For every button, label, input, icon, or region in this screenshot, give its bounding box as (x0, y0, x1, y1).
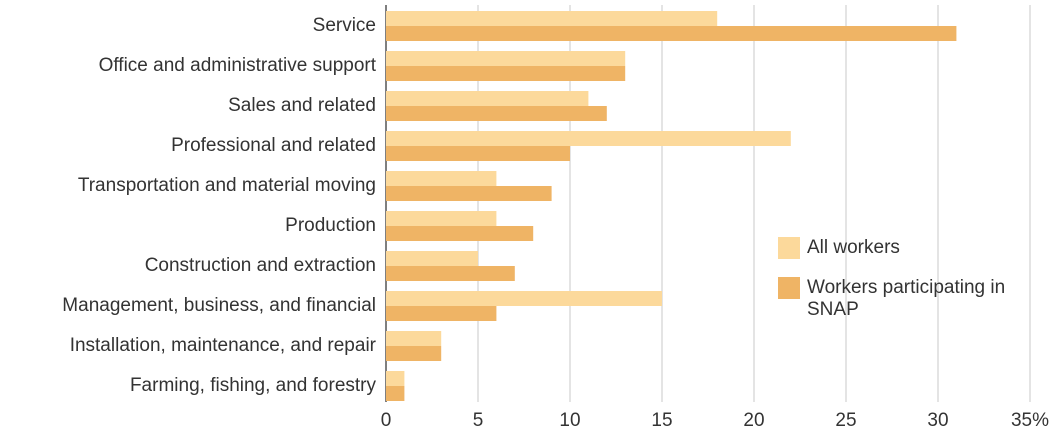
x-tick-label: 20 (743, 410, 764, 431)
bar (386, 146, 570, 161)
bar (386, 291, 662, 306)
bar (386, 346, 442, 361)
y-tick-label: Management, business, and financial (62, 295, 376, 316)
legend-swatch (778, 277, 800, 299)
bar (386, 266, 515, 281)
bar (386, 251, 478, 266)
bar (386, 306, 497, 321)
bar (386, 26, 957, 41)
bar (386, 171, 497, 186)
x-tick-label: 35% (1011, 410, 1049, 431)
bar (386, 226, 534, 241)
bar (386, 211, 497, 226)
bar (386, 131, 791, 146)
bar (386, 186, 552, 201)
y-tick-label: Installation, maintenance, and repair (70, 335, 377, 356)
bar (386, 331, 442, 346)
bar (386, 106, 607, 121)
legend-swatch (778, 237, 800, 259)
legend-label: All workers (807, 237, 900, 258)
x-tick-label: 5 (473, 410, 484, 431)
x-tick-label: 15 (651, 410, 672, 431)
x-tick-label: 30 (927, 410, 948, 431)
y-tick-label: Construction and extraction (145, 255, 376, 276)
y-tick-label: Sales and related (228, 95, 376, 116)
bar (386, 371, 405, 386)
y-tick-label: Service (313, 15, 376, 36)
y-tick-label: Professional and related (171, 135, 376, 156)
legend-label: Workers participating in SNAP (807, 277, 1006, 320)
y-tick-label: Transportation and material moving (78, 175, 376, 196)
y-tick-label: Office and administrative support (99, 55, 377, 76)
y-tick-label: Production (285, 215, 376, 236)
bar (386, 66, 626, 81)
bar (386, 91, 589, 106)
x-tick-label: 10 (559, 410, 580, 431)
x-tick-label: 0 (381, 410, 392, 431)
bar (386, 386, 405, 401)
x-tick-label: 25 (835, 410, 856, 431)
bar (386, 51, 626, 66)
y-tick-label: Farming, fishing, and forestry (130, 375, 377, 396)
legend-item: All workers (778, 237, 1017, 259)
legend-item: Workers participating in SNAP (778, 277, 1017, 321)
bar (386, 11, 718, 26)
